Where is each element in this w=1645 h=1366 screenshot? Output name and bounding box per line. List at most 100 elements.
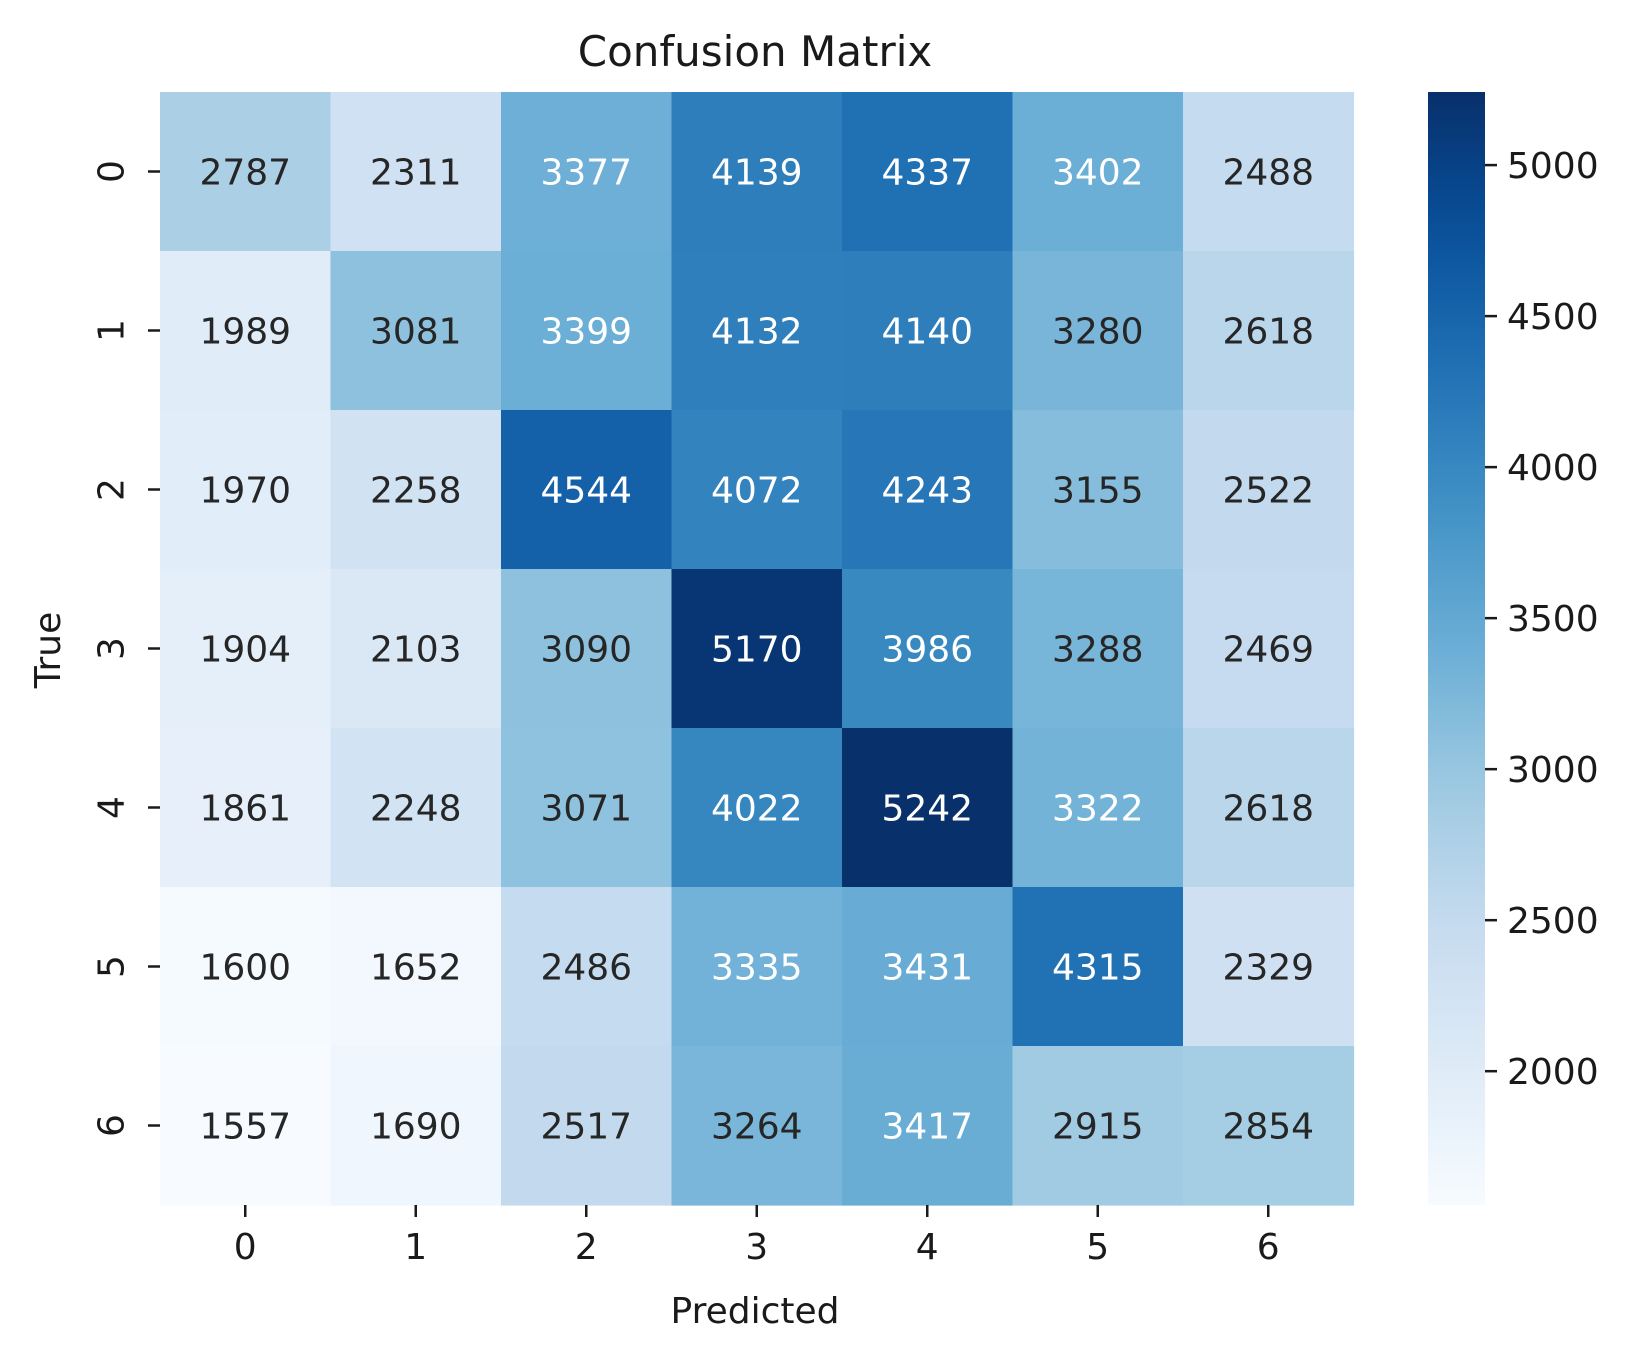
- y-axis-label: True: [28, 612, 69, 689]
- colorbar-gradient: [1428, 92, 1485, 1205]
- heatmap-cell: [501, 410, 673, 570]
- heatmap-cell: [671, 251, 843, 411]
- heatmap-cell: [330, 1046, 502, 1206]
- cell-value-label: 3986: [881, 630, 973, 671]
- x-tick-label: 2: [575, 1227, 598, 1268]
- heatmap-cell: [330, 92, 502, 252]
- y-tick-label: 4: [92, 796, 133, 819]
- heatmap-cell: [671, 410, 843, 570]
- cell-value-label: 3081: [370, 312, 462, 353]
- heatmap-cell: [842, 410, 1014, 570]
- cell-value-label: 4132: [711, 312, 803, 353]
- heatmap-cell: [842, 92, 1014, 252]
- heatmap-cell: [501, 887, 673, 1047]
- cell-value-label: 2787: [199, 153, 291, 194]
- heatmap-labels: 2787 2311 3377 4139 4337 3402 2488 1989 3081 3399…: [199, 153, 1314, 1148]
- heatmap-cell: [330, 887, 502, 1047]
- y-tick-label: 2: [92, 478, 133, 501]
- cell-value-label: 2311: [370, 153, 462, 194]
- x-axis-label: Predicted: [671, 1291, 840, 1332]
- heatmap-cell: [160, 251, 332, 411]
- y-axis-ticks: 0 1 2 3 4 5 6: [92, 160, 160, 1137]
- heatmap-cell: [330, 728, 502, 888]
- cell-value-label: 2329: [1222, 948, 1314, 989]
- cell-value-label: 2517: [540, 1107, 632, 1148]
- heatmap-cell: [1183, 92, 1355, 252]
- heatmap-cell: [501, 251, 673, 411]
- cell-value-label: 3288: [1052, 630, 1144, 671]
- heatmap-cell: [160, 887, 332, 1047]
- heatmap-cell: [1012, 92, 1184, 252]
- cell-value-label: 2248: [370, 789, 462, 830]
- cell-value-label: 2486: [540, 948, 632, 989]
- cell-value-label: 1600: [199, 948, 291, 989]
- heatmap-cell: [671, 1046, 843, 1206]
- cell-value-label: 3377: [540, 153, 632, 194]
- colorbar-tick-label: 4000: [1507, 448, 1599, 489]
- cell-value-label: 2854: [1222, 1107, 1314, 1148]
- heatmap-cell: [842, 1046, 1014, 1206]
- heatmap-cell: [1012, 728, 1184, 888]
- heatmap-cell: [330, 410, 502, 570]
- heatmap-cell: [160, 92, 332, 252]
- cell-value-label: 2618: [1222, 312, 1314, 353]
- heatmap-cell: [1012, 251, 1184, 411]
- heatmap-cell: [1012, 569, 1184, 729]
- y-tick-label: 0: [92, 160, 133, 183]
- heatmap-cell: [501, 569, 673, 729]
- cell-value-label: 1652: [370, 948, 462, 989]
- colorbar-tick-label: 3000: [1507, 750, 1599, 791]
- heatmap-cell: [842, 251, 1014, 411]
- cell-value-label: 3417: [881, 1107, 973, 1148]
- heatmap-cell: [842, 887, 1014, 1047]
- cell-value-label: 1690: [370, 1107, 462, 1148]
- cell-value-label: 3399: [540, 312, 632, 353]
- heatmap-cell: [160, 1046, 332, 1206]
- colorbar-tick-label: 2000: [1507, 1052, 1599, 1093]
- cell-value-label: 3155: [1052, 471, 1144, 512]
- colorbar-tick-label: 2500: [1507, 901, 1599, 942]
- cell-value-label: 1861: [199, 789, 291, 830]
- x-tick-label: 1: [404, 1227, 427, 1268]
- x-tick-label: 0: [234, 1227, 257, 1268]
- cell-value-label: 2258: [370, 471, 462, 512]
- cell-value-label: 4337: [881, 153, 973, 194]
- cell-value-label: 3322: [1052, 789, 1144, 830]
- cell-value-label: 3402: [1052, 153, 1144, 194]
- cell-value-label: 2469: [1222, 630, 1314, 671]
- heatmap-cell: [1012, 887, 1184, 1047]
- cell-value-label: 4140: [881, 312, 973, 353]
- heatmap-cell: [1183, 728, 1355, 888]
- cell-value-label: 4315: [1052, 948, 1144, 989]
- heatmap-cells: [160, 92, 1355, 1206]
- heatmap-cell: [842, 728, 1014, 888]
- cell-value-label: 2915: [1052, 1107, 1144, 1148]
- cell-value-label: 3431: [881, 948, 973, 989]
- heatmap-cell: [1012, 410, 1184, 570]
- heatmap-cell: [1012, 1046, 1184, 1206]
- heatmap-cell: [160, 569, 332, 729]
- heatmap-cell: [330, 251, 502, 411]
- heatmap-cell: [671, 569, 843, 729]
- cell-value-label: 1904: [199, 630, 291, 671]
- cell-value-label: 4139: [711, 153, 803, 194]
- heatmap-cell: [160, 728, 332, 888]
- colorbar-tick-label: 5000: [1507, 146, 1599, 187]
- heatmap-cell: [501, 728, 673, 888]
- cell-value-label: 5170: [711, 630, 803, 671]
- x-tick-label: 6: [1257, 1227, 1280, 1268]
- cell-value-label: 2618: [1222, 789, 1314, 830]
- cell-value-label: 1557: [199, 1107, 291, 1148]
- x-tick-label: 3: [745, 1227, 768, 1268]
- cell-value-label: 1989: [199, 312, 291, 353]
- cell-value-label: 4544: [540, 471, 632, 512]
- cell-value-label: 3280: [1052, 312, 1144, 353]
- cell-value-label: 2103: [370, 630, 462, 671]
- heatmap-cell: [1183, 569, 1355, 729]
- y-tick-label: 1: [92, 319, 133, 342]
- heatmap-cell: [671, 92, 843, 252]
- cell-value-label: 3335: [711, 948, 803, 989]
- cell-value-label: 4243: [881, 471, 973, 512]
